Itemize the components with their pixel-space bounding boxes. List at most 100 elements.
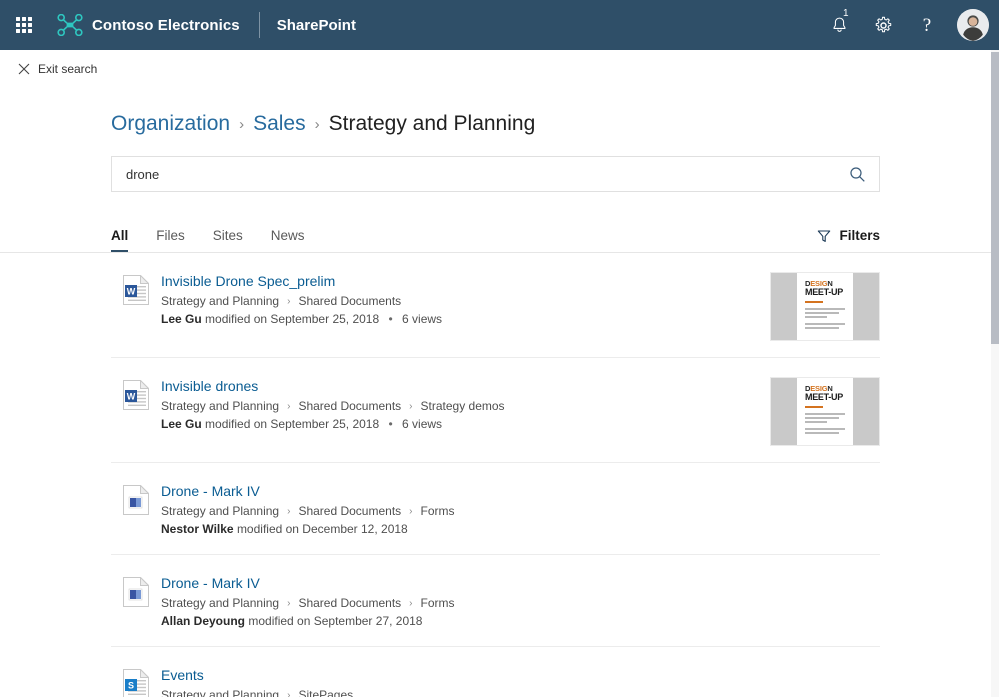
tab-all-label: All xyxy=(111,228,129,243)
path-segment[interactable]: Strategy and Planning xyxy=(161,399,280,413)
path-segment[interactable]: Forms xyxy=(420,504,455,518)
result-title-link[interactable]: Events xyxy=(161,667,204,683)
breadcrumb-separator-icon: › xyxy=(314,115,320,133)
sharepoint-page-icon: S xyxy=(111,665,161,697)
breadcrumb-item-organization[interactable]: Organization xyxy=(111,112,231,135)
result-modified-text: modified on September 25, 2018 xyxy=(205,417,380,431)
thumbnail-line1: DESIGN xyxy=(805,384,833,393)
exit-search-label: Exit search xyxy=(38,62,98,76)
result-views: 6 views xyxy=(402,417,443,431)
path-segment[interactable]: Strategy and Planning xyxy=(161,504,280,518)
result-thumbnail[interactable]: DESIGN MEET-UP xyxy=(770,377,880,446)
exit-search-bar: Exit search xyxy=(0,50,999,88)
tab-files[interactable]: Files xyxy=(156,228,185,252)
search-submit-button[interactable] xyxy=(835,157,879,191)
result-meta: Allan Deyoung modified on September 27, … xyxy=(161,613,880,630)
page-scrollbar-thumb[interactable] xyxy=(991,52,999,344)
avatar-photo-icon xyxy=(957,9,989,41)
path-segment[interactable]: Strategy and Planning xyxy=(161,688,280,697)
result-title-link[interactable]: Invisible Drone Spec_prelim xyxy=(161,273,336,289)
path-segment[interactable]: Shared Documents xyxy=(298,399,402,413)
close-icon xyxy=(18,63,30,75)
thumbnail-line1: DESIGN xyxy=(805,279,833,288)
path-separator-icon: › xyxy=(287,598,291,609)
svg-text:W: W xyxy=(127,391,136,401)
app-name-sharepoint[interactable]: SharePoint xyxy=(276,16,356,34)
help-button[interactable]: ? xyxy=(905,0,949,50)
page-scrollbar-track[interactable] xyxy=(991,50,999,697)
path-separator-icon: › xyxy=(287,401,291,412)
search-results-page: Organization › Sales › Strategy and Plan… xyxy=(0,88,991,697)
tab-list: All Files Sites News xyxy=(111,228,333,252)
result-item[interactable]: Drone - Mark IV Strategy and Planning › … xyxy=(111,555,880,647)
breadcrumb: Organization › Sales › Strategy and Plan… xyxy=(111,112,991,136)
path-segment[interactable]: Strategy and Planning xyxy=(161,596,280,610)
result-title-link[interactable]: Drone - Mark IV xyxy=(161,483,260,499)
path-segment[interactable]: Strategy demos xyxy=(420,399,505,413)
form-document-icon xyxy=(111,573,161,607)
result-item[interactable]: W Invisible drones Strategy and Planning… xyxy=(111,358,880,463)
bell-icon xyxy=(833,17,845,32)
thumbnail-left-pane xyxy=(771,273,797,340)
suite-bar: Contoso Electronics SharePoint 1 ? xyxy=(0,0,999,50)
settings-button[interactable] xyxy=(861,0,905,50)
path-segment[interactable]: SitePages xyxy=(298,688,354,697)
results-list: W Invisible Drone Spec_prelim Strategy a… xyxy=(0,253,991,697)
thumbnail-page: DESIGN MEET-UP xyxy=(797,273,853,340)
result-body: Events Strategy and Planning › SitePages… xyxy=(161,665,880,697)
gear-icon xyxy=(875,16,891,32)
svg-text:S: S xyxy=(128,680,134,690)
tab-all[interactable]: All xyxy=(111,228,129,252)
result-path: Strategy and Planning › Shared Documents xyxy=(161,293,756,310)
search-input[interactable] xyxy=(112,157,835,191)
result-path: Strategy and Planning › Shared Documents… xyxy=(161,398,756,415)
result-item[interactable]: Drone - Mark IV Strategy and Planning › … xyxy=(111,463,880,555)
suite-bar-actions: 1 ? xyxy=(817,0,999,50)
avatar[interactable] xyxy=(957,9,989,41)
result-thumbnail[interactable]: DESIGN MEET-UP xyxy=(770,272,880,341)
path-segment[interactable]: Shared Documents xyxy=(298,596,402,610)
tab-files-label: Files xyxy=(156,228,185,243)
thumbnail-right-pane xyxy=(853,378,879,445)
notification-badge: 1 xyxy=(843,8,849,19)
thumbnail-line2: MEET-UP xyxy=(805,392,843,402)
path-segment[interactable]: Strategy and Planning xyxy=(161,294,280,308)
result-body: Drone - Mark IV Strategy and Planning › … xyxy=(161,481,880,538)
tab-news[interactable]: News xyxy=(271,228,305,252)
result-path: Strategy and Planning › SitePages xyxy=(161,687,880,697)
result-meta: Nestor Wilke modified on December 12, 20… xyxy=(161,521,880,538)
result-body: Invisible Drone Spec_prelim Strategy and… xyxy=(161,271,756,328)
breadcrumb-item-sales[interactable]: Sales xyxy=(253,112,306,135)
path-segment[interactable]: Shared Documents xyxy=(298,504,402,518)
breadcrumb-separator-icon: › xyxy=(239,115,245,133)
thumbnail-left-pane xyxy=(771,378,797,445)
path-separator-icon: › xyxy=(409,401,413,412)
result-item[interactable]: W Invisible Drone Spec_prelim Strategy a… xyxy=(111,253,880,358)
result-body: Invisible drones Strategy and Planning ›… xyxy=(161,376,756,433)
meta-separator-icon: • xyxy=(388,417,393,431)
result-title-link[interactable]: Invisible drones xyxy=(161,378,259,394)
result-title-link[interactable]: Drone - Mark IV xyxy=(161,575,260,591)
filters-label: Filters xyxy=(839,228,880,243)
result-views: 6 views xyxy=(402,312,443,326)
filters-button[interactable]: Filters xyxy=(817,228,880,252)
brand-link[interactable]: Contoso Electronics xyxy=(48,0,240,50)
search-box[interactable] xyxy=(111,156,880,192)
result-item[interactable]: S Events Strategy and Planning › SitePag… xyxy=(111,647,880,697)
word-document-icon: W xyxy=(111,271,161,305)
svg-text:W: W xyxy=(127,286,136,296)
app-launcher-button[interactable] xyxy=(0,0,48,50)
thumbnail-page: DESIGN MEET-UP xyxy=(797,378,853,445)
path-separator-icon: › xyxy=(409,598,413,609)
funnel-icon xyxy=(817,229,831,243)
contoso-drone-logo-icon xyxy=(57,14,83,36)
path-segment[interactable]: Forms xyxy=(420,596,455,610)
path-segment[interactable]: Shared Documents xyxy=(298,294,402,308)
result-type-tabs: All Files Sites News Filters xyxy=(0,214,991,252)
result-modified-by: Lee Gu xyxy=(161,417,202,431)
notifications-button[interactable]: 1 xyxy=(817,0,861,50)
tab-sites[interactable]: Sites xyxy=(213,228,243,252)
result-meta: Lee Gu modified on September 25, 2018 • … xyxy=(161,416,756,433)
exit-search-button[interactable]: Exit search xyxy=(18,62,97,76)
path-separator-icon: › xyxy=(287,690,291,697)
